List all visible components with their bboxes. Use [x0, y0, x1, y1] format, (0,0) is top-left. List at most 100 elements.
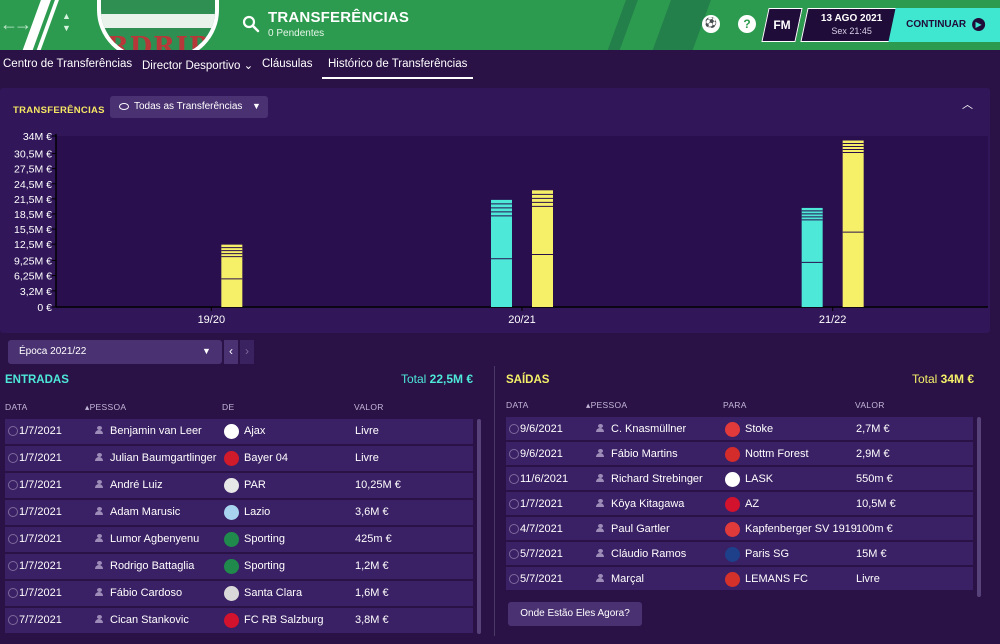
- table-row[interactable]: 5/7/2021 Marçal LEMANS FC Livre: [506, 567, 973, 590]
- club-name[interactable]: LEMANS FC: [745, 573, 808, 585]
- table-row[interactable]: 4/7/2021 Paul Gartler Kapfenberger SV 1919…: [506, 517, 973, 540]
- col-header-date[interactable]: DATA: [5, 402, 28, 412]
- person-name[interactable]: André Luiz: [110, 479, 163, 491]
- row-check-icon[interactable]: [509, 499, 519, 509]
- row-check-icon[interactable]: [8, 507, 18, 517]
- date-text: 13 AGO 2021: [820, 13, 883, 24]
- col-header-value[interactable]: VALOR: [855, 400, 885, 410]
- person-name[interactable]: Rodrigo Battaglia: [110, 560, 195, 572]
- chevron-down-icon: ▼: [202, 346, 211, 356]
- table-row[interactable]: 1/7/2021 Rodrigo Battaglia Sporting 1,2M €: [5, 554, 473, 579]
- club-name[interactable]: Sporting: [244, 560, 285, 572]
- row-check-icon[interactable]: [509, 574, 519, 584]
- x-tick-label: 21/22: [819, 314, 847, 326]
- club-name[interactable]: PAR: [244, 479, 266, 491]
- season-dropdown[interactable]: Época 2021/22 ▼: [8, 340, 222, 364]
- club-name[interactable]: Sporting: [244, 533, 285, 545]
- col-header-person[interactable]: ▴PESSOA: [586, 400, 628, 410]
- plot-area: [56, 136, 988, 307]
- table-row[interactable]: 7/7/2021 Cican Stankovic FC RB Salzburg 3,8…: [5, 608, 473, 633]
- row-check-icon[interactable]: [8, 453, 18, 463]
- person-name[interactable]: Julian Baumgartlinger: [110, 452, 217, 464]
- person-name[interactable]: Cican Stankovic: [110, 614, 189, 626]
- person-name[interactable]: Marçal: [611, 573, 645, 585]
- tab-clauses[interactable]: Cláusulas: [262, 58, 313, 70]
- ball-icon[interactable]: ⚽: [702, 15, 720, 33]
- person-name[interactable]: Richard Strebinger: [611, 473, 703, 485]
- table-row[interactable]: 1/7/2021 Kōya Kitagawa AZ 10,5M €: [506, 492, 973, 515]
- club-badge-icon: [725, 547, 740, 562]
- col-header-from[interactable]: DE: [222, 402, 235, 412]
- col-header-to[interactable]: PARA: [723, 400, 747, 410]
- table-row[interactable]: 11/6/2021 Richard Strebinger LASK 550m €: [506, 467, 973, 490]
- tab-transfer-history[interactable]: Histórico de Transferências: [322, 58, 474, 79]
- where-are-they-now-button[interactable]: Onde Estão Eles Agora?: [508, 602, 642, 626]
- person-name[interactable]: Paul Gartler: [611, 523, 670, 535]
- row-check-icon[interactable]: [509, 474, 519, 484]
- club-name[interactable]: Kapfenberger SV 1919: [745, 523, 857, 535]
- transfer-filter-dropdown[interactable]: Todas as Transferências ▼: [110, 96, 268, 118]
- table-row[interactable]: 1/7/2021 Julian Baumgartlinger Bayer 04 Liv…: [5, 446, 473, 471]
- y-tick-label: 3,2M €: [20, 286, 52, 298]
- row-check-icon[interactable]: [8, 588, 18, 598]
- club-name[interactable]: Bayer 04: [244, 452, 289, 464]
- person-name[interactable]: C. Knasmüllner: [611, 423, 687, 435]
- row-check-icon[interactable]: [8, 561, 18, 571]
- person-name[interactable]: Fábio Cardoso: [110, 587, 183, 599]
- fm-menu-button[interactable]: FM: [761, 8, 803, 42]
- person-name[interactable]: Lumor Agbenyenu: [110, 533, 200, 545]
- row-check-icon[interactable]: [8, 534, 18, 544]
- table-row[interactable]: 1/7/2021 Lumor Agbenyenu Sporting 425m €: [5, 527, 473, 552]
- club-name[interactable]: Nottm Forest: [745, 448, 809, 460]
- club-name[interactable]: Paris SG: [745, 548, 790, 560]
- collapse-chevron-icon[interactable]: ︿: [962, 99, 973, 111]
- club-name[interactable]: LASK: [745, 473, 774, 485]
- up-down-icon[interactable]: ▲ ▼: [62, 11, 71, 33]
- incoming-title: ENTRADAS: [5, 374, 69, 386]
- page-title: TRANSFERÊNCIAS: [268, 9, 410, 26]
- person-name[interactable]: Fábio Martins: [611, 448, 678, 460]
- col-header-person[interactable]: ▴PESSOA: [85, 402, 127, 412]
- back-arrow-icon[interactable]: ←: [0, 14, 18, 34]
- club-name[interactable]: FC RB Salzburg: [244, 614, 324, 626]
- col-header-value[interactable]: VALOR: [354, 402, 384, 412]
- row-check-icon[interactable]: [509, 424, 519, 434]
- club-crest[interactable]: RDRIP: [97, 0, 219, 50]
- club-name[interactable]: Ajax: [244, 425, 266, 437]
- season-prev-button[interactable]: ‹: [224, 340, 238, 364]
- table-row[interactable]: 9/6/2021 Fábio Martins Nottm Forest 2,9M €: [506, 442, 973, 465]
- row-check-icon[interactable]: [509, 524, 519, 534]
- col-header-date[interactable]: DATA: [506, 400, 529, 410]
- x-tick-label: 20/21: [508, 314, 536, 326]
- outgoing-scrollbar[interactable]: [977, 417, 981, 597]
- continue-button[interactable]: CONTINUAR ▶: [888, 8, 1000, 42]
- club-name[interactable]: Lazio: [244, 506, 271, 518]
- person-name[interactable]: Adam Marusic: [110, 506, 181, 518]
- tab-transfer-centre[interactable]: Centro de Transferências: [3, 58, 133, 70]
- person-name[interactable]: Cláudio Ramos: [611, 548, 687, 560]
- row-check-icon[interactable]: [509, 449, 519, 459]
- game-date[interactable]: 13 AGO 2021 Sex 21:45: [800, 8, 903, 42]
- transfer-date: 1/7/2021: [19, 533, 62, 545]
- table-row[interactable]: 1/7/2021 Benjamin van Leer Ajax Livre: [5, 419, 473, 444]
- row-check-icon[interactable]: [8, 426, 18, 436]
- row-check-icon[interactable]: [8, 615, 18, 625]
- person-name[interactable]: Benjamin van Leer: [110, 425, 202, 437]
- search-icon[interactable]: [242, 15, 260, 33]
- row-check-icon[interactable]: [8, 480, 18, 490]
- table-row[interactable]: 1/7/2021 Adam Marusic Lazio 3,6M €: [5, 500, 473, 525]
- table-row[interactable]: 1/7/2021 André Luiz PAR 10,25M €: [5, 473, 473, 498]
- table-row[interactable]: 1/7/2021 Fábio Cardoso Santa Clara 1,6M €: [5, 581, 473, 606]
- club-name[interactable]: AZ: [745, 498, 760, 510]
- incoming-scrollbar[interactable]: [477, 419, 481, 634]
- club-name[interactable]: Santa Clara: [244, 587, 303, 599]
- row-check-icon[interactable]: [509, 549, 519, 559]
- tab-director-of-football[interactable]: Director Desportivo ⌄: [142, 60, 254, 72]
- help-icon[interactable]: ?: [738, 15, 756, 33]
- season-next-button[interactable]: ›: [240, 340, 254, 364]
- forward-arrow-icon[interactable]: →: [14, 14, 32, 34]
- person-name[interactable]: Kōya Kitagawa: [611, 498, 685, 510]
- table-row[interactable]: 9/6/2021 C. Knasmüllner Stoke 2,7M €: [506, 417, 973, 440]
- club-name[interactable]: Stoke: [745, 423, 774, 435]
- table-row[interactable]: 5/7/2021 Cláudio Ramos Paris SG 15M €: [506, 542, 973, 565]
